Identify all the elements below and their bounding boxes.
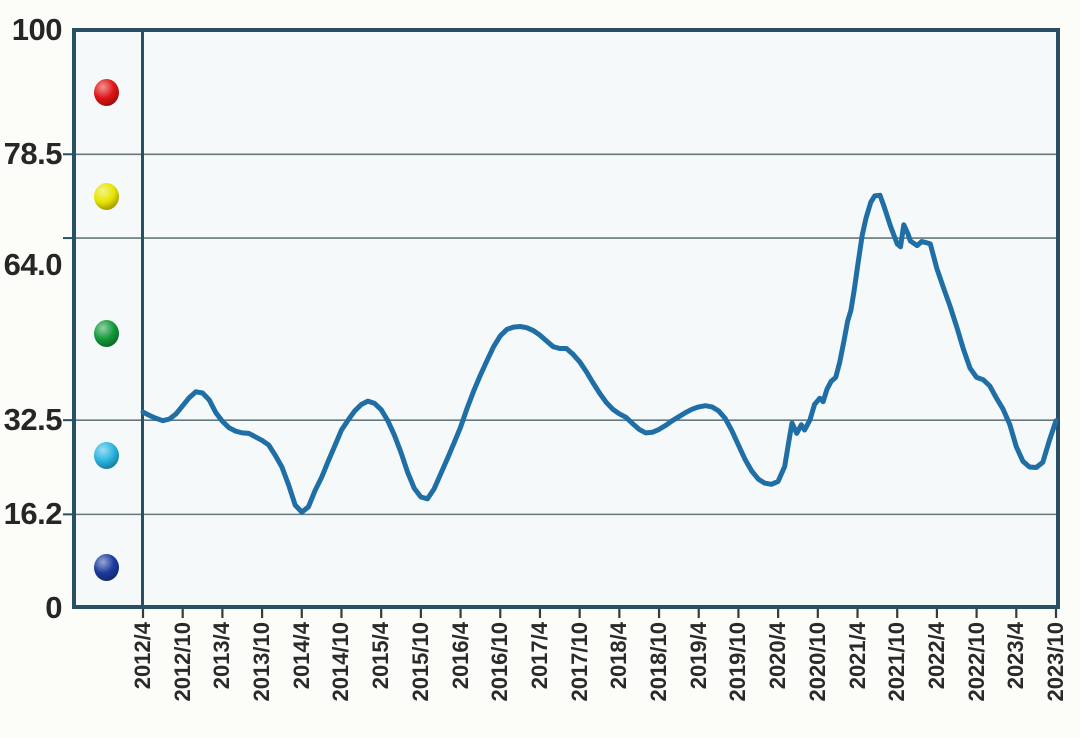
y-axis: 100 78.5 64.0 32.5 16.2 0 [0, 0, 63, 738]
navy-ball-marker [94, 554, 119, 581]
y-tick-label: 16.2 [3, 496, 63, 532]
red-ball-marker [94, 79, 119, 106]
yellow-ball-marker [94, 183, 119, 210]
cyan-ball-marker [94, 442, 119, 469]
index-line [140, 192, 1059, 515]
y-tick-label: 0 [45, 590, 62, 625]
green-ball-marker [94, 320, 119, 347]
y-tick-label: 100 [11, 12, 63, 47]
y-tick-label: 32.5 [3, 402, 63, 438]
chart-frame [72, 28, 1060, 609]
y-tick-label: 78.5 [3, 136, 63, 172]
plot-background [72, 28, 1060, 609]
y-tick-label: 64.0 [3, 247, 63, 283]
